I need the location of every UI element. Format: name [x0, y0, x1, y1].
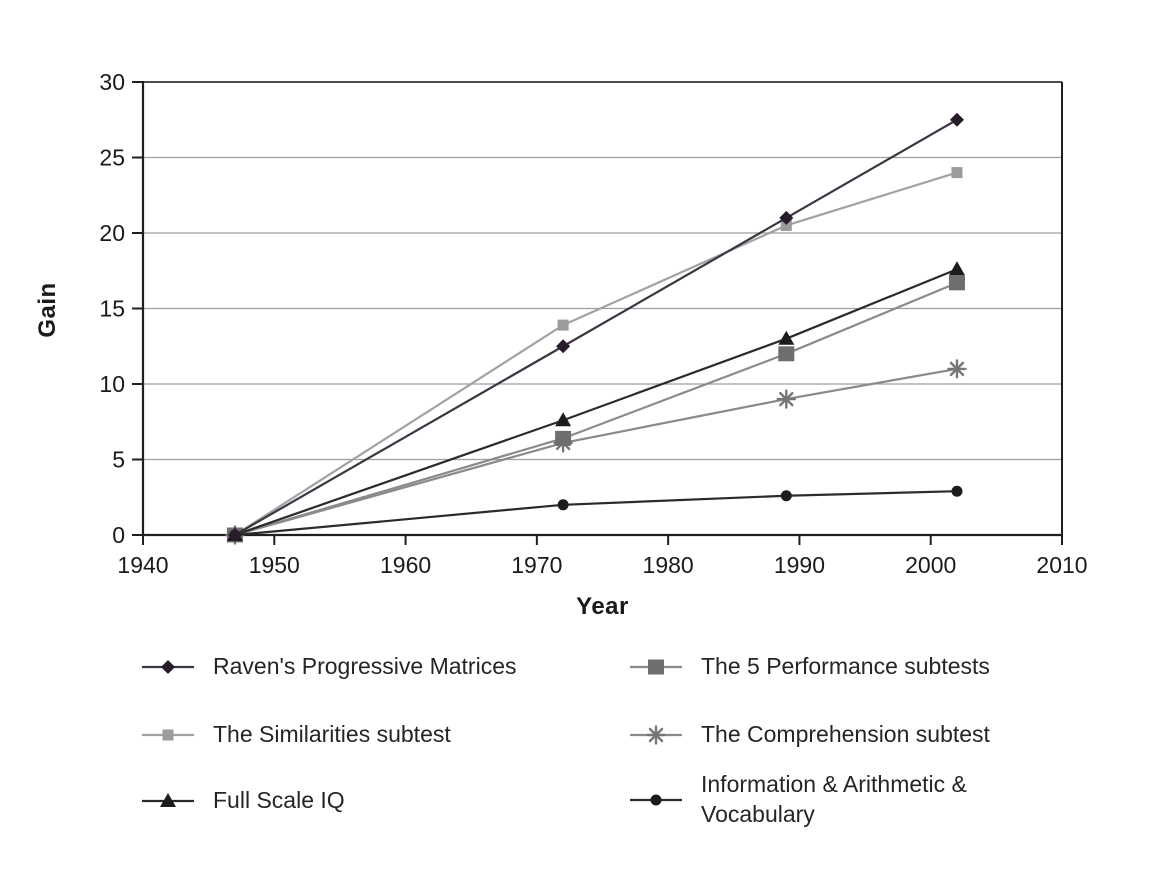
x-tick-label: 2000 [905, 552, 956, 578]
y-tick-label: 10 [99, 371, 125, 397]
legend-marker-shape [161, 660, 175, 674]
series-line-2 [234, 268, 958, 537]
y-tick-label: 0 [112, 522, 125, 548]
x-axis-title: Year [576, 593, 629, 620]
data-point [557, 499, 569, 511]
data-point [555, 412, 572, 427]
x-tick-label: 1990 [774, 552, 825, 578]
diamond-legend-marker [142, 660, 194, 674]
data-point [555, 430, 572, 446]
data-point [227, 528, 242, 542]
legend-marker-shape [648, 659, 664, 675]
square-small-legend-marker [142, 729, 194, 741]
x-tick-label: 1980 [643, 552, 694, 578]
legend-item: The Comprehension subtest [628, 718, 990, 752]
y-tick-label: 15 [99, 296, 125, 322]
data-point [780, 490, 792, 502]
data-point [778, 346, 795, 362]
legend-item: Information & Arithmetic & Vocabulary [628, 770, 1046, 830]
legend-label: Raven's Progressive Matrices [213, 653, 517, 680]
legend-label: The 5 Performance subtests [701, 653, 990, 680]
data-point [780, 219, 792, 231]
data-point [949, 112, 964, 127]
square-large-legend-marker [630, 659, 682, 675]
triangle-legend-marker [142, 793, 194, 807]
legend-marker-shape [160, 793, 176, 807]
x-tick-label: 1950 [249, 552, 300, 578]
data-point [557, 319, 569, 331]
legend-item: Full Scale IQ [140, 784, 345, 818]
series-line-0 [234, 118, 958, 536]
x-tick-label: 2010 [1036, 552, 1087, 578]
x-tick-label: 1940 [117, 552, 168, 578]
series-line-4 [234, 367, 958, 537]
series-line-1 [234, 171, 958, 536]
series-markers-1 [229, 167, 963, 541]
legend-label: Information & Arithmetic & Vocabulary [701, 771, 967, 827]
line-chart: 0 5 10 15 20 25 30 1940 1950 1960 1970 1980 1990 2000… [99, 69, 1087, 578]
series-line-5 [234, 490, 958, 537]
series-line-3 [234, 281, 958, 537]
legend-item: The 5 Performance subtests [628, 650, 990, 684]
legend-marker-shape [162, 729, 174, 741]
y-tick-label: 20 [99, 220, 125, 246]
circle-legend-marker [630, 794, 682, 806]
data-point [779, 210, 794, 225]
data-point [947, 359, 967, 379]
y-tick-label: 30 [99, 69, 125, 95]
legend-label: Full Scale IQ [213, 787, 345, 814]
legend-marker-shape [650, 794, 662, 806]
y-tick-label: 5 [112, 447, 125, 473]
data-point [948, 275, 965, 291]
legend-label: The Comprehension subtest [701, 721, 990, 748]
data-point [951, 167, 963, 179]
data-point [948, 261, 965, 276]
series-markers-0 [227, 112, 964, 542]
y-tick-label: 25 [99, 145, 125, 171]
data-point [556, 339, 571, 354]
legend-marker-shape [646, 725, 666, 745]
legend-item: The Similarities subtest [140, 718, 451, 752]
data-point [776, 389, 796, 409]
data-point [778, 330, 795, 345]
y-axis-title: Gain [34, 282, 61, 338]
legend-item: Raven's Progressive Matrices [140, 650, 517, 684]
legend-label: The Similarities subtest [213, 721, 451, 748]
data-point [951, 485, 963, 497]
asterisk-legend-marker [630, 725, 682, 745]
x-tick-label: 1970 [511, 552, 562, 578]
x-tick-label: 1960 [380, 552, 431, 578]
